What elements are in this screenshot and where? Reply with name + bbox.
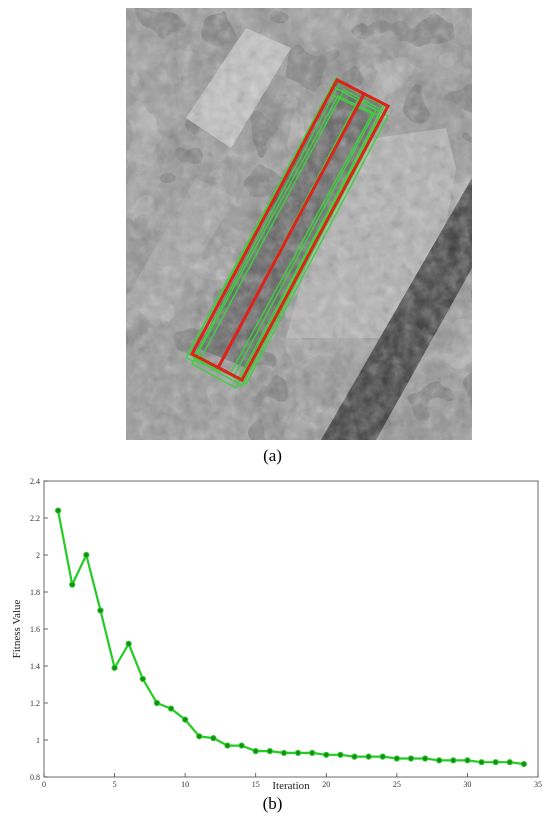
series-points — [55, 507, 527, 768]
y-tick-label: 1 — [36, 736, 40, 745]
data-point — [125, 640, 132, 647]
data-point — [379, 753, 386, 760]
x-tick-label: 5 — [113, 780, 117, 789]
data-point — [337, 751, 344, 758]
x-tick-label: 25 — [393, 780, 401, 789]
caption-b: (b) — [262, 794, 283, 813]
data-point — [464, 757, 471, 764]
data-point — [294, 749, 302, 757]
data-point — [69, 581, 76, 588]
x-tick-label: 10 — [181, 780, 189, 789]
data-point — [436, 757, 443, 764]
data-point — [351, 753, 358, 760]
caption-a: (a) — [263, 446, 282, 465]
data-point — [506, 759, 513, 766]
y-tick-label: 0.8 — [30, 773, 40, 782]
data-point — [492, 759, 499, 766]
x-tick-label: 15 — [252, 780, 260, 789]
y-tick-label: 1.4 — [30, 662, 40, 671]
data-point — [210, 735, 217, 742]
data-point — [139, 675, 146, 683]
x-tick-label: 0 — [42, 780, 46, 789]
data-point — [238, 742, 245, 749]
y-tick-label: 2 — [36, 551, 40, 560]
plot-area — [43, 480, 539, 778]
y-axis-label: Fitness Value — [11, 600, 23, 659]
x-axis-label: Iteration — [272, 780, 310, 792]
y-axis: 0.8 1 1.2 1.4 1.6 1.8 2 2.2 2.4 — [30, 477, 48, 782]
data-point — [309, 749, 316, 757]
best-box — [189, 77, 391, 383]
data-point — [365, 753, 372, 760]
data-point — [450, 757, 457, 764]
fitness-chart-svg: 0 5 10 15 20 25 30 35 0.8 1 1.2 1.4 1.6 1.8 2 2.2 2.4 I… — [11, 477, 542, 792]
data-point — [83, 551, 90, 559]
data-point — [393, 755, 400, 762]
image-noise — [126, 8, 472, 440]
y-tick-label: 1.6 — [30, 625, 40, 634]
data-point — [520, 760, 527, 768]
data-point — [280, 749, 288, 757]
aerial-image-svg — [126, 8, 472, 440]
data-point — [478, 759, 485, 766]
data-point — [111, 664, 118, 671]
x-tick-label: 35 — [534, 780, 542, 789]
data-point — [167, 705, 175, 712]
y-tick-label: 2.2 — [30, 514, 40, 523]
y-tick-label: 1.2 — [30, 699, 40, 708]
data-point — [323, 751, 330, 758]
data-point — [55, 507, 62, 514]
data-point — [407, 755, 415, 762]
data-point — [252, 748, 259, 755]
x-tick-label: 30 — [463, 780, 471, 789]
aerial-image — [126, 8, 472, 440]
data-point — [224, 742, 231, 749]
y-tick-label: 1.8 — [30, 588, 40, 597]
data-point — [153, 699, 161, 707]
x-axis: 0 5 10 15 20 25 30 35 — [42, 773, 542, 789]
data-point — [266, 748, 273, 755]
data-point — [196, 733, 203, 740]
fitness-chart: 0 5 10 15 20 25 30 35 0.8 1 1.2 1.4 1.6 1.8 2 2.2 2.4 I… — [0, 474, 545, 794]
data-point — [97, 607, 104, 614]
x-tick-label: 20 — [322, 780, 330, 789]
data-point — [421, 755, 429, 762]
y-tick-label: 2.4 — [30, 477, 40, 486]
series-line — [57, 510, 525, 766]
data-point — [182, 716, 189, 723]
